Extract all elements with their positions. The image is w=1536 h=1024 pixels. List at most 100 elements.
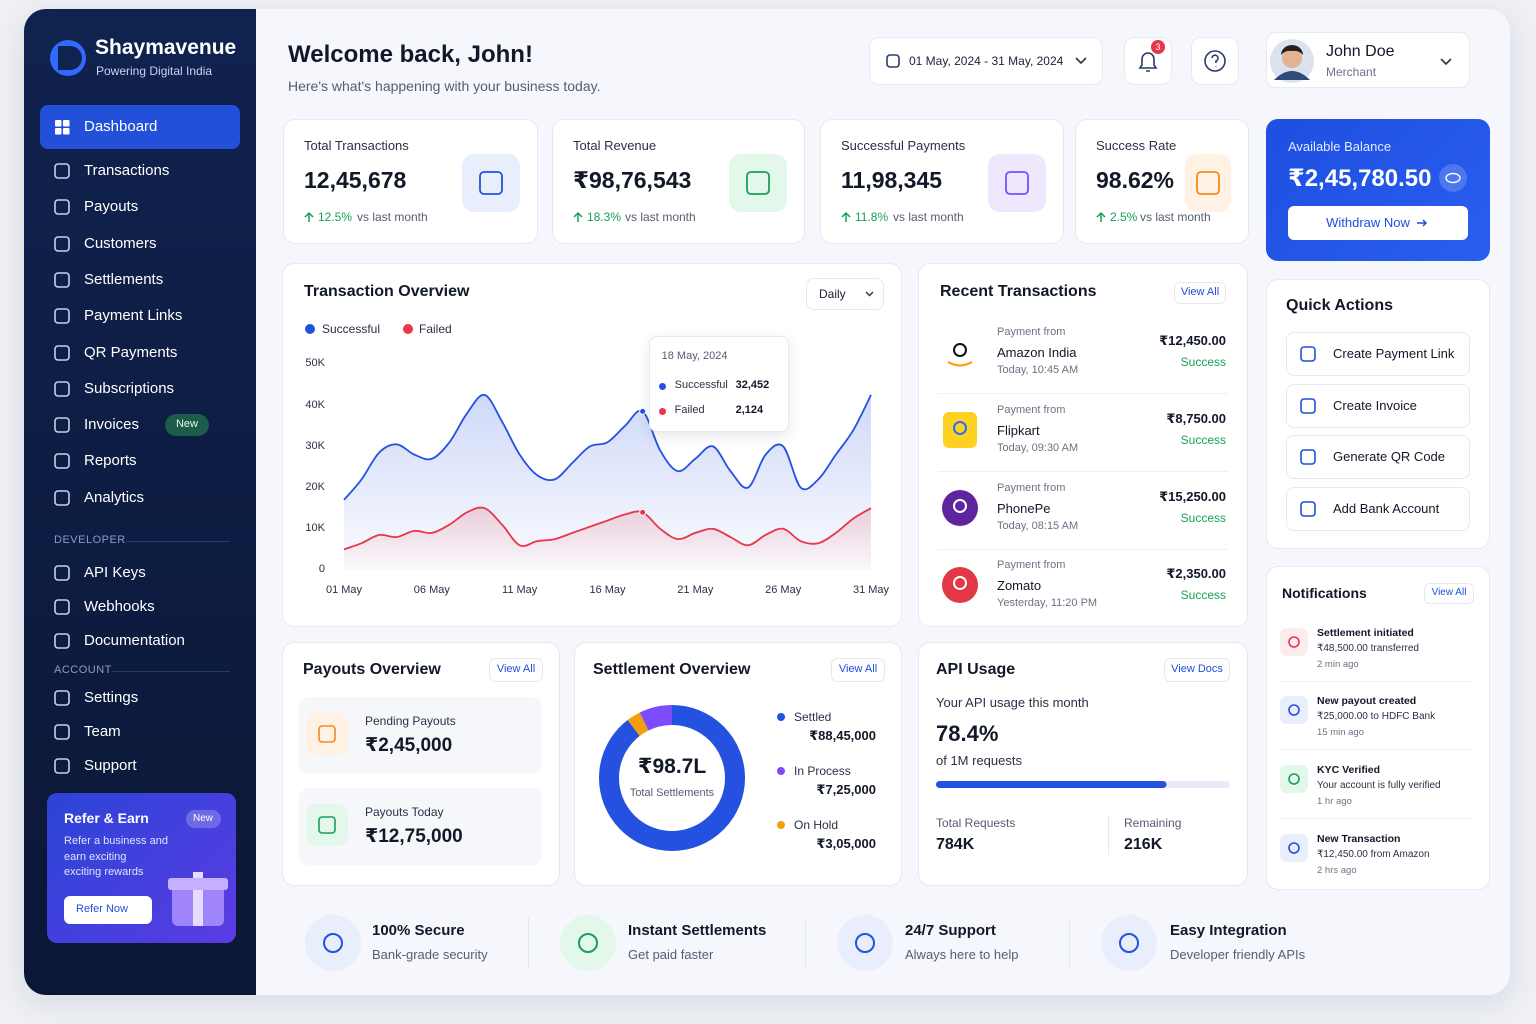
nav-item[interactable]: Payment Links	[84, 307, 183, 324]
help-button[interactable]	[1191, 37, 1239, 85]
notification-time: 2 hrs ago	[1317, 865, 1357, 877]
transaction-amount: ₹2,350.00	[1166, 566, 1226, 582]
nav-item[interactable]: API Keys	[84, 564, 146, 581]
card-title: Notifications	[1282, 584, 1367, 601]
stat-value: 11,98,345	[841, 167, 943, 194]
api-subtitle: Your API usage this month	[936, 695, 1089, 711]
merchant-name: Zomato	[997, 578, 1042, 594]
y-tick-label: 0	[318, 563, 325, 576]
api-card	[918, 642, 1248, 886]
legend-label: Successful	[322, 321, 381, 336]
page-subtitle: Here's what's happening with your busine…	[288, 77, 601, 94]
payment-prefix: Payment from	[997, 326, 1066, 339]
view-all-button[interactable]	[1424, 583, 1474, 604]
chart-title: Transaction Overview	[304, 283, 470, 301]
payout-icon-box	[306, 713, 348, 755]
notification-text: ₹12,450.00 from Amazon	[1317, 849, 1430, 860]
api-quota: of 1M requests	[936, 753, 1022, 769]
balance-label: Available Balance	[1288, 139, 1392, 155]
nav-item[interactable]: Subscriptions	[84, 380, 175, 397]
x-tick-label: 06 May	[413, 584, 450, 597]
nav-item[interactable]: Transactions	[84, 162, 170, 179]
payment-prefix: Payment from	[997, 559, 1066, 572]
promo-button[interactable]	[64, 896, 152, 924]
nav-item[interactable]: Payouts	[84, 198, 139, 215]
y-tick-label: 40K	[305, 398, 325, 411]
nav-item[interactable]: Invoices	[84, 416, 140, 433]
notification-title: KYC Verified	[1317, 763, 1381, 776]
nav-item[interactable]: Support	[84, 757, 137, 774]
nav-badge	[165, 414, 209, 436]
row-divider	[938, 471, 1228, 472]
x-tick-label: 26 May	[765, 584, 802, 597]
nav-item[interactable]: Customers	[84, 235, 157, 252]
payout-amount: ₹12,75,000	[365, 825, 463, 847]
promo-title: Refer & Earn	[64, 809, 149, 826]
notification-title: New Transaction	[1317, 832, 1401, 845]
feature-text: Always here to help	[905, 947, 1019, 963]
api-stat-label: Total Requests	[936, 815, 1016, 830]
view-docs-text: View Docs	[1171, 663, 1223, 676]
merchant-name: Flipkart	[997, 423, 1040, 439]
brand-tagline: Powering Digital India	[96, 63, 213, 78]
donut-total-label: Total Settlements	[629, 787, 715, 800]
api-stat-value: 216K	[1124, 836, 1163, 854]
x-tick-label: 21 May	[677, 584, 714, 597]
transaction-amount: ₹8,750.00	[1166, 411, 1226, 427]
stat-change: 2.5%	[1110, 209, 1138, 224]
date-range-picker[interactable]	[869, 37, 1103, 85]
card-title: Settlement Overview	[593, 661, 751, 679]
view-all-button[interactable]	[831, 658, 885, 682]
nav-item[interactable]: Settlements	[84, 271, 164, 288]
transaction-time: Today, 08:15 AM	[997, 520, 1079, 533]
transaction-amount: ₹12,450.00	[1159, 333, 1226, 349]
nav-item[interactable]: Webhooks	[84, 598, 155, 615]
stat-value: ₹98,76,543	[573, 167, 692, 194]
legend-label: In Process	[794, 763, 851, 778]
quick-action-button[interactable]	[1286, 332, 1470, 376]
quick-action-button[interactable]	[1286, 435, 1470, 479]
view-all-button[interactable]	[489, 658, 543, 682]
donut-total: ₹98.7L	[637, 755, 707, 779]
tooltip-series: Successful	[674, 379, 728, 392]
view-all-button[interactable]	[1174, 282, 1226, 304]
chart-card	[282, 263, 902, 627]
merchant-name: PhonePe	[997, 501, 1051, 517]
notification-count: 3	[1155, 41, 1161, 52]
notifications-button[interactable]	[1124, 37, 1172, 85]
transaction-status: Success	[1180, 432, 1226, 447]
view-docs-button[interactable]	[1164, 658, 1230, 682]
nav-item[interactable]: Team	[84, 723, 121, 740]
nav-item[interactable]: Analytics	[84, 489, 145, 506]
section-rule	[126, 541, 230, 542]
notification-title: New payout created	[1317, 694, 1417, 707]
quick-action-button[interactable]	[1286, 487, 1470, 531]
promo-text: earn exciting	[64, 850, 127, 863]
tooltip-series: Failed	[674, 404, 705, 417]
notification-text: ₹48,500.00 transferred	[1317, 643, 1419, 654]
nav-item[interactable]: QR Payments	[84, 344, 178, 361]
stat-label: Success Rate	[1096, 138, 1177, 154]
stat-change: 18.3%	[587, 209, 622, 224]
quick-action-button[interactable]	[1286, 384, 1470, 428]
transaction-time: Yesterday, 11:20 PM	[997, 597, 1098, 610]
legend-value: ₹88,45,000	[809, 728, 876, 744]
legend-value: ₹7,25,000	[816, 782, 876, 798]
balance-amount: ₹2,45,780.50	[1288, 164, 1432, 192]
withdraw-button[interactable]	[1288, 206, 1468, 240]
transaction-status: Success	[1180, 354, 1226, 369]
promo-badge-text: New	[192, 813, 214, 824]
nav-item[interactable]: Dashboard	[84, 118, 158, 135]
section-heading: DEVELOPER	[54, 534, 126, 547]
card-title: Quick Actions	[1286, 297, 1393, 315]
api-stat-value: 784K	[936, 836, 975, 854]
stat-icon-box	[729, 154, 787, 212]
nav-active	[40, 105, 240, 149]
card-title: Recent Transactions	[940, 283, 1097, 301]
stat-change: 12.5%	[318, 209, 353, 224]
nav-item[interactable]: Reports	[84, 452, 137, 469]
nav-item[interactable]: Settings	[84, 689, 139, 706]
nav-item[interactable]: Documentation	[84, 632, 185, 649]
stat-icon-box	[1185, 154, 1231, 212]
